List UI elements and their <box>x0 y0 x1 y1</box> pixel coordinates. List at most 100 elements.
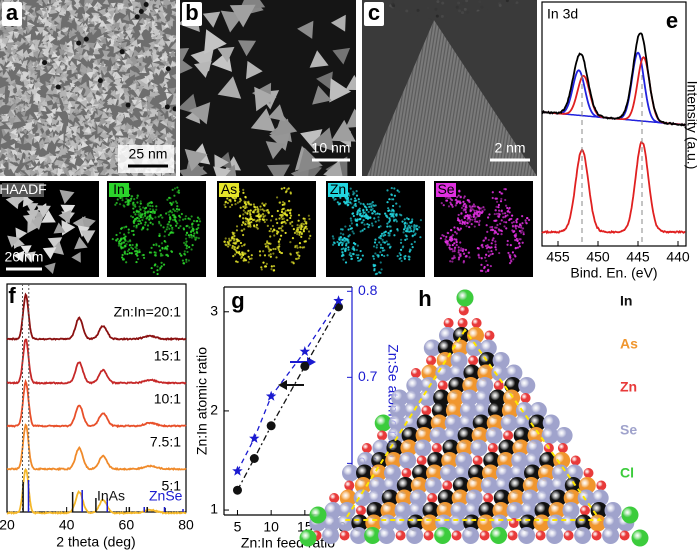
atom <box>467 327 484 344</box>
particle <box>123 96 130 104</box>
signal-dot <box>341 251 344 254</box>
particle <box>70 82 76 88</box>
atom <box>549 489 567 507</box>
atom <box>471 427 489 444</box>
signal-dot <box>184 237 188 240</box>
signal-dot <box>342 258 345 261</box>
signal-dot <box>285 213 288 216</box>
atom <box>487 402 505 419</box>
particle <box>117 112 125 119</box>
signal-dot <box>377 219 380 222</box>
signal-dot <box>145 217 148 220</box>
atom <box>401 427 419 444</box>
atom <box>406 377 424 394</box>
signal-dot <box>128 248 131 251</box>
particle <box>90 126 97 134</box>
signal-dot <box>124 245 127 248</box>
atom <box>539 452 557 469</box>
signal-dot <box>331 235 334 238</box>
signal-dot <box>450 203 453 206</box>
particle <box>57 133 64 141</box>
signal-dot <box>261 213 264 216</box>
particle <box>99 61 105 67</box>
particle <box>13 33 20 39</box>
signal-dot <box>259 205 262 208</box>
signal-dot <box>281 203 284 206</box>
particle <box>28 132 36 140</box>
signal-dot <box>403 257 406 260</box>
signal-dot <box>379 225 382 228</box>
particle <box>21 71 30 79</box>
signal-dot <box>185 240 188 243</box>
signal-dot <box>378 241 381 244</box>
signal-dot <box>403 222 406 225</box>
particle <box>49 6 58 15</box>
particle <box>102 50 111 58</box>
signal-dot <box>309 234 312 237</box>
particle <box>97 159 104 166</box>
atom <box>426 464 443 482</box>
atom <box>422 502 440 519</box>
particle <box>140 140 148 147</box>
particle <box>128 23 136 31</box>
signal-dot <box>466 218 469 221</box>
signal-dot <box>500 192 503 195</box>
signal-dot <box>142 256 146 259</box>
particle <box>115 128 124 136</box>
particle <box>106 84 113 90</box>
signal-dot <box>125 261 128 264</box>
particle <box>269 129 291 151</box>
signal-dot <box>478 256 481 259</box>
signal-dot <box>458 189 461 192</box>
signal-dot <box>122 241 125 244</box>
signal-dot <box>405 222 409 225</box>
particle <box>159 82 165 89</box>
particle <box>25 97 30 103</box>
signal-dot <box>259 254 262 257</box>
signal-dot <box>404 234 407 237</box>
signal-dot <box>141 218 144 222</box>
particle <box>171 95 176 104</box>
particle <box>67 56 73 62</box>
particle <box>10 149 18 156</box>
signal-dot <box>439 237 443 240</box>
signal-dot <box>149 204 152 207</box>
atom <box>309 506 327 524</box>
panel-label: b <box>185 0 198 25</box>
signal-dot <box>508 206 511 210</box>
signal-dot <box>231 244 234 248</box>
signal-dot <box>387 207 390 210</box>
particle <box>122 80 127 85</box>
signal-dot <box>373 217 376 220</box>
particle <box>7 66 12 71</box>
particle <box>139 116 145 121</box>
signal-dot <box>500 219 503 222</box>
atom <box>458 414 476 432</box>
signal-dot <box>174 200 178 203</box>
atom <box>437 380 448 391</box>
signal-dot <box>386 222 389 225</box>
signal-dot <box>490 242 493 245</box>
particle <box>42 29 49 37</box>
particle <box>213 166 231 176</box>
particle <box>67 18 72 24</box>
signal-dot <box>249 217 252 220</box>
signal-dot <box>136 250 139 253</box>
lattice-fringe <box>424 19 451 176</box>
particle <box>149 66 157 73</box>
particle <box>136 42 141 48</box>
signal-dot <box>484 270 488 273</box>
scale-bar-label: 20 nm <box>5 249 44 265</box>
particle <box>21 116 28 123</box>
signal-dot <box>451 250 454 253</box>
atom <box>456 439 474 457</box>
signal-dot <box>410 224 413 228</box>
signal-dot <box>123 251 126 254</box>
atom <box>483 493 494 503</box>
particle <box>42 121 49 127</box>
atom <box>493 489 511 507</box>
signal-dot <box>461 249 464 253</box>
particle <box>14 147 20 153</box>
signal-dot <box>245 206 248 209</box>
signal-dot <box>245 220 248 223</box>
